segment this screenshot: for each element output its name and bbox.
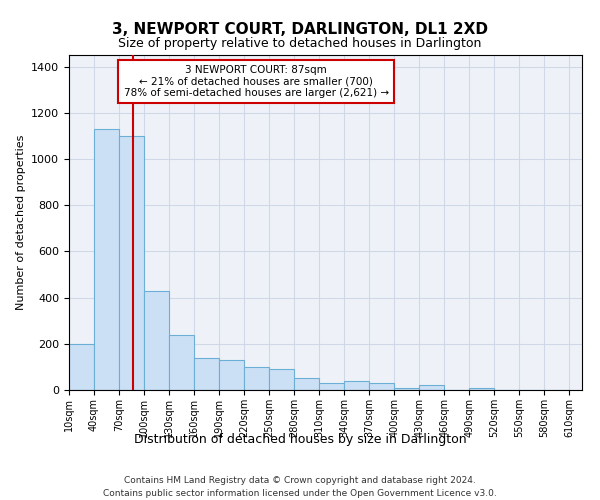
Text: Contains HM Land Registry data © Crown copyright and database right 2024.: Contains HM Land Registry data © Crown c…: [124, 476, 476, 485]
Bar: [469, 388, 494, 390]
Bar: [419, 386, 445, 390]
Bar: [219, 360, 244, 390]
Text: 3 NEWPORT COURT: 87sqm
← 21% of detached houses are smaller (700)
78% of semi-de: 3 NEWPORT COURT: 87sqm ← 21% of detached…: [124, 65, 389, 98]
Bar: [394, 388, 419, 390]
Bar: [119, 136, 144, 390]
Bar: [244, 367, 269, 390]
Bar: [369, 383, 394, 390]
Bar: [344, 381, 369, 390]
Bar: [94, 129, 119, 390]
Bar: [319, 383, 344, 390]
Bar: [169, 334, 194, 390]
Text: Contains public sector information licensed under the Open Government Licence v3: Contains public sector information licen…: [103, 489, 497, 498]
Bar: [194, 358, 219, 390]
Text: 3, NEWPORT COURT, DARLINGTON, DL1 2XD: 3, NEWPORT COURT, DARLINGTON, DL1 2XD: [112, 22, 488, 38]
Bar: [144, 290, 169, 390]
Text: Distribution of detached houses by size in Darlington: Distribution of detached houses by size …: [134, 432, 466, 446]
Bar: [294, 378, 319, 390]
Bar: [269, 369, 294, 390]
Bar: [69, 344, 94, 390]
Y-axis label: Number of detached properties: Number of detached properties: [16, 135, 26, 310]
Text: Size of property relative to detached houses in Darlington: Size of property relative to detached ho…: [118, 38, 482, 51]
